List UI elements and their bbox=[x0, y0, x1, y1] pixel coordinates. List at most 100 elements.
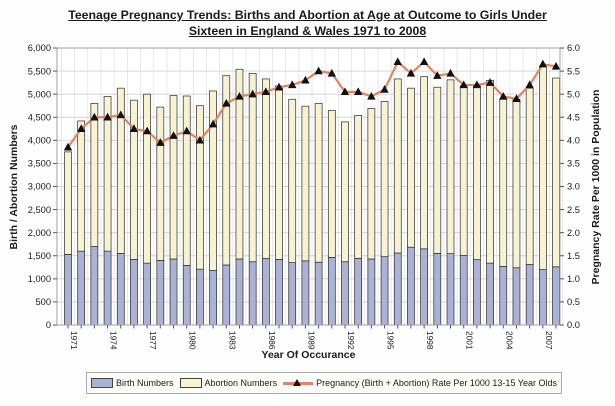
right-tick-label: 1.5 bbox=[567, 251, 580, 261]
rate-marker-1989 bbox=[301, 75, 310, 84]
abortion-bar-1984 bbox=[235, 68, 244, 260]
birth-bar-1995 bbox=[380, 256, 389, 326]
abortion-bar-2006 bbox=[525, 87, 534, 265]
birth-bar-1982 bbox=[209, 270, 217, 326]
abortion-bar-1989 bbox=[301, 105, 310, 262]
rate-marker-2003 bbox=[485, 78, 495, 86]
left-tick-label: 1,500 bbox=[28, 251, 51, 261]
rate-marker-1973 bbox=[90, 112, 99, 121]
rate-marker-2007 bbox=[538, 59, 548, 68]
rate-marker-2004 bbox=[499, 91, 508, 100]
abortion-bar-1995 bbox=[380, 101, 389, 258]
rate-marker-1978 bbox=[156, 138, 165, 146]
birth-bar-1997 bbox=[407, 246, 415, 326]
birth-bar-2008 bbox=[552, 266, 560, 326]
birth-bar-2006 bbox=[525, 264, 534, 326]
x-tick-label-1989: 1989 bbox=[306, 331, 316, 350]
abortion-bar-1994 bbox=[367, 108, 376, 260]
x-tick-label-2007: 2007 bbox=[544, 331, 554, 350]
abortion-bar-1991 bbox=[327, 109, 336, 258]
abortion-bar-1993 bbox=[354, 115, 363, 259]
rate-marker-1990 bbox=[314, 66, 323, 75]
x-tick-label-1983: 1983 bbox=[227, 331, 237, 350]
abortion-bar-1979 bbox=[169, 95, 178, 260]
x-tick-label-2001: 2001 bbox=[465, 331, 475, 350]
abortion-bar-1974 bbox=[103, 96, 112, 252]
legend-item-births: Birth Numbers bbox=[91, 378, 174, 388]
abortion-bar-2004 bbox=[499, 98, 508, 267]
left-tick-label: 1,000 bbox=[28, 274, 51, 284]
rate-marker-1983 bbox=[222, 98, 231, 107]
rate-marker-1974 bbox=[103, 112, 112, 121]
birth-bar-1979 bbox=[169, 258, 178, 326]
rate-marker-1998 bbox=[419, 57, 429, 66]
abortion-bar-2005 bbox=[512, 98, 521, 269]
birth-bar-1984 bbox=[235, 258, 244, 326]
left-tick-label: 5,500 bbox=[28, 66, 51, 76]
abortion-bar-2003 bbox=[486, 79, 494, 264]
birth-bar-2001 bbox=[459, 255, 468, 326]
birth-swatch-icon bbox=[91, 378, 114, 388]
x-tick-label-1971: 1971 bbox=[69, 331, 79, 350]
birth-bar-1989 bbox=[301, 260, 310, 326]
rate-marker-1992 bbox=[340, 87, 350, 96]
abortion-swatch-icon bbox=[179, 378, 202, 388]
abortion-bar-1981 bbox=[196, 105, 204, 270]
birth-bar-1983 bbox=[222, 264, 231, 326]
abortion-bar-1992 bbox=[341, 121, 349, 263]
x-tick-label-1998: 1998 bbox=[425, 331, 435, 350]
rate-marker-1986 bbox=[261, 87, 271, 96]
abortion-bar-1986 bbox=[262, 78, 270, 259]
abortion-bar-2007 bbox=[538, 66, 547, 270]
abortion-bar-1980 bbox=[182, 95, 191, 266]
rate-marker-1980 bbox=[182, 126, 191, 135]
left-tick-label: 2,000 bbox=[28, 228, 51, 238]
birth-bar-1993 bbox=[354, 257, 363, 326]
left-tick-label: 4,500 bbox=[28, 112, 51, 122]
abortion-bar-1997 bbox=[407, 87, 415, 248]
left-tick-label: 6,000 bbox=[28, 43, 51, 53]
birth-bar-1974 bbox=[103, 250, 112, 326]
left-tick-label: 5,000 bbox=[28, 89, 51, 99]
chart-legend: Birth Numbers Abortion Numbers Pregnancy… bbox=[86, 372, 562, 394]
birth-bar-1998 bbox=[420, 248, 428, 326]
rate-marker-1991 bbox=[327, 68, 336, 77]
rate-marker-1996 bbox=[393, 57, 402, 66]
legend-label-abortions: Abortion Numbers bbox=[204, 378, 278, 388]
rate-marker-1988 bbox=[288, 80, 297, 89]
birth-bar-1986 bbox=[262, 258, 270, 326]
birth-bar-1976 bbox=[130, 259, 138, 326]
rate-marker-1971 bbox=[63, 142, 73, 151]
right-tick-label: 2.5 bbox=[567, 205, 580, 215]
birth-bar-1977 bbox=[143, 262, 151, 326]
birth-bar-1994 bbox=[367, 258, 376, 326]
left-tick-label: 2,500 bbox=[28, 205, 51, 215]
birth-bar-1971 bbox=[64, 254, 72, 326]
rate-marker-1979 bbox=[169, 131, 178, 139]
right-axis-title: Pregnancy Rate Per 1000 in Population bbox=[590, 89, 602, 285]
x-tick-label-2004: 2004 bbox=[504, 331, 514, 350]
abortion-bar-2002 bbox=[473, 85, 481, 261]
rate-marker-2008 bbox=[551, 61, 561, 70]
left-tick-label: 4,000 bbox=[28, 136, 51, 146]
rate-marker-1985 bbox=[248, 89, 257, 98]
x-tick-label-1992: 1992 bbox=[346, 331, 356, 350]
birth-bar-1990 bbox=[314, 261, 323, 326]
rate-marker-1981 bbox=[195, 135, 205, 144]
legend-label-births: Birth Numbers bbox=[116, 378, 174, 388]
birth-bar-2000 bbox=[446, 253, 455, 326]
abortion-bar-1971 bbox=[64, 151, 72, 255]
rate-marker-2006 bbox=[525, 80, 534, 89]
right-tick-label: 5.0 bbox=[567, 89, 580, 99]
right-tick-label: 4.0 bbox=[567, 136, 580, 146]
birth-bar-1988 bbox=[288, 262, 297, 326]
x-tick-label-1974: 1974 bbox=[109, 331, 119, 350]
right-tick-label: 3.0 bbox=[567, 182, 580, 192]
legend-item-rate: Pregnancy (Birth + Abortion) Rate Per 10… bbox=[283, 378, 557, 388]
left-axis-title: Birth / Abortion Numbers bbox=[8, 124, 20, 250]
abortion-bar-1978 bbox=[156, 106, 165, 261]
x-tick-label-1986: 1986 bbox=[267, 331, 277, 350]
birth-bar-2007 bbox=[538, 269, 547, 326]
rate-marker-1999 bbox=[433, 71, 442, 79]
